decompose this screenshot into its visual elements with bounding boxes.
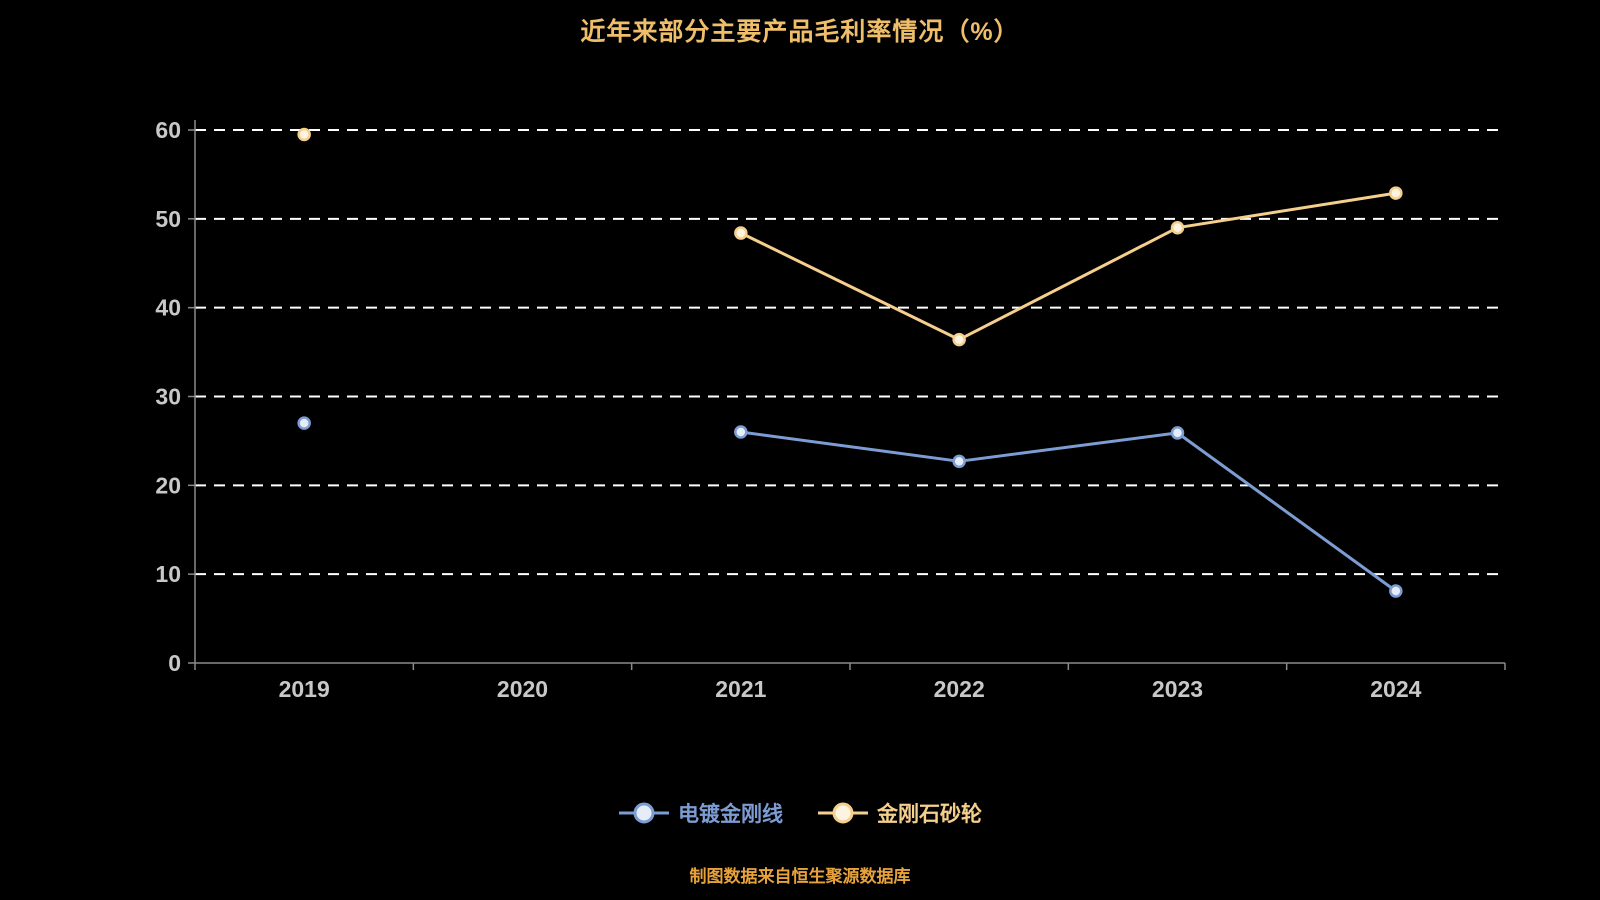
data-point-1-2022	[952, 332, 966, 347]
legend-item-series-1[interactable]: 金刚石砂轮	[817, 798, 982, 828]
series-line-0	[739, 430, 1398, 593]
y-axis-label: 10	[155, 561, 181, 587]
x-axis-label: 2023	[1152, 676, 1203, 702]
chart-legend: 电镀金刚线 金刚石砂轮	[0, 798, 1600, 828]
legend-item-series-0[interactable]: 电镀金刚线	[618, 798, 783, 828]
legend-label: 金刚石砂轮	[877, 803, 982, 826]
data-point-0-2019	[297, 416, 311, 430]
x-axis-label: 2021	[715, 676, 766, 702]
data-point-0-2021	[734, 425, 748, 439]
series-line-1	[739, 191, 1398, 342]
y-axis-label: 0	[168, 650, 181, 676]
data-source-note: 制图数据来自恒生聚源数据库	[689, 867, 911, 886]
y-axis-label: 50	[155, 206, 181, 232]
data-point-1-2023	[1170, 220, 1185, 235]
x-axis-label: 2020	[497, 676, 548, 702]
data-point-1-2024	[1389, 186, 1403, 200]
y-axis-label: 30	[155, 384, 181, 410]
chart-title: 近年来部分主要产品毛利率情况（%）	[580, 18, 1020, 46]
legend-label: 电镀金刚线	[678, 803, 783, 826]
y-axis-label: 60	[155, 117, 181, 143]
data-point-0-2024	[1389, 584, 1403, 598]
line-series-marker-icon	[818, 802, 868, 824]
data-point-1-2019	[297, 127, 311, 142]
line-chart: 0 10 20 30 40 50 60 2019 2020 2021 2022 2023 2024	[155, 117, 1506, 702]
y-axis-label: 40	[155, 295, 181, 321]
x-axis-label: 2019	[279, 676, 330, 702]
line-series-marker-icon	[619, 802, 669, 824]
x-axis-label: 2024	[1370, 676, 1421, 702]
data-point-1-2021	[734, 226, 748, 240]
x-axis-label: 2022	[934, 676, 985, 702]
y-axis-label: 20	[155, 472, 181, 498]
data-point-0-2023	[1170, 426, 1185, 440]
data-point-0-2022	[952, 454, 966, 469]
